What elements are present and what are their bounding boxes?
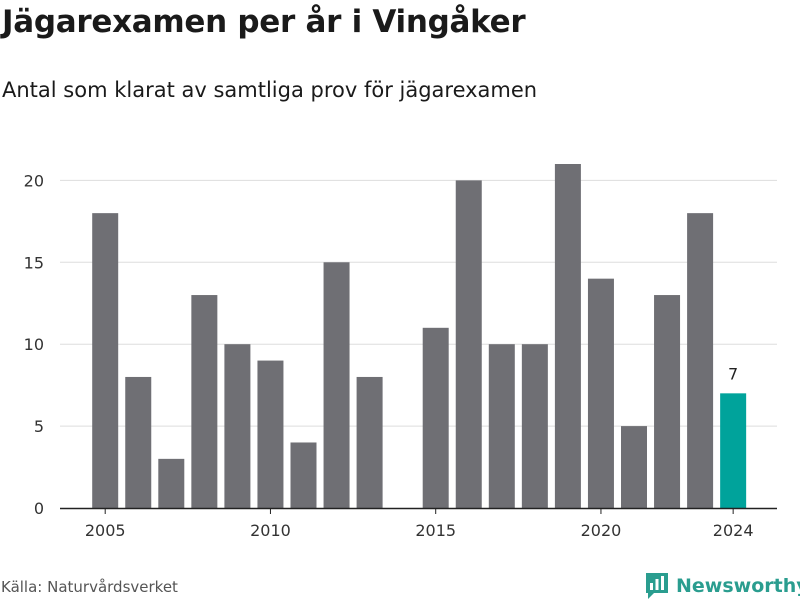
bar xyxy=(125,376,152,508)
chart-subtitle: Antal som klarat av samtliga prov för jä… xyxy=(2,78,538,102)
bar xyxy=(158,458,185,508)
bar xyxy=(422,327,449,508)
data-label: 7 xyxy=(728,364,738,383)
bar xyxy=(720,393,747,508)
x-tick-label: 2024 xyxy=(713,521,754,540)
y-tick-label: 10 xyxy=(24,335,44,354)
x-tick-label: 2020 xyxy=(581,521,622,540)
bar xyxy=(290,442,317,508)
x-tick-label: 2005 xyxy=(85,521,126,540)
bar xyxy=(224,344,251,508)
bar xyxy=(455,180,482,508)
source-note: Källa: Naturvårdsverket xyxy=(1,578,178,596)
bar xyxy=(257,360,284,508)
bar xyxy=(554,164,581,508)
bar xyxy=(488,344,515,508)
bar xyxy=(356,376,383,508)
bar xyxy=(521,344,548,508)
bar xyxy=(323,262,350,508)
bar xyxy=(621,426,647,508)
chart-title: Jägarexamen per år i Vingåker xyxy=(2,4,526,40)
y-tick-label: 5 xyxy=(34,417,44,436)
y-tick-label: 20 xyxy=(24,171,44,190)
bar-chart: 0 5 10 15 20 7 2005 2010 2015 2020 2024 xyxy=(24,164,777,540)
y-tick-label: 0 xyxy=(34,499,44,518)
bar xyxy=(191,295,218,508)
bar xyxy=(92,213,119,508)
bar-chart-speech-bubble-icon xyxy=(646,573,668,599)
bar xyxy=(587,278,614,508)
bar xyxy=(654,295,681,508)
y-tick-label: 15 xyxy=(24,253,44,272)
brand-name: Newsworthy xyxy=(676,575,800,597)
x-tick-label: 2015 xyxy=(415,521,456,540)
x-tick-label: 2010 xyxy=(250,521,291,540)
brand-logo: Newsworthy xyxy=(644,571,800,601)
bar xyxy=(687,213,714,508)
